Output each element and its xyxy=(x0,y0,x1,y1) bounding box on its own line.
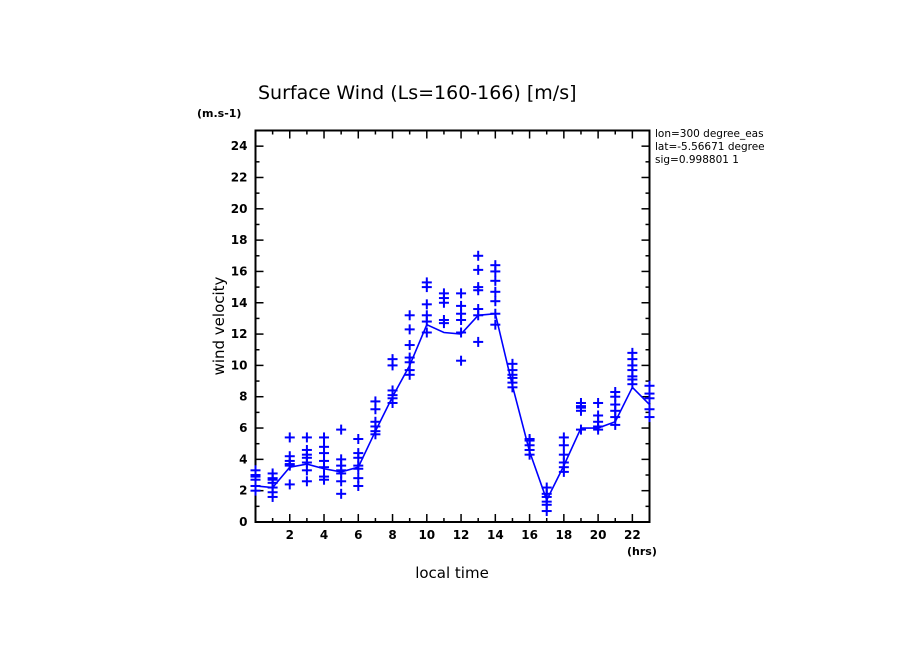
y-axis-label: wind velocity xyxy=(210,276,228,375)
data-point-marker xyxy=(490,319,501,330)
data-point-marker xyxy=(490,308,501,319)
y-tick-label: 2 xyxy=(239,484,247,498)
data-point-marker xyxy=(644,380,655,391)
data-point-marker xyxy=(301,432,312,443)
data-point-marker xyxy=(319,441,330,452)
data-point-marker xyxy=(507,358,518,369)
x-axis: 2 4 6 8 10 12 14 16 18 20 22 xyxy=(271,130,641,542)
y-tick-label: 24 xyxy=(231,139,248,153)
data-point-marker xyxy=(353,448,364,459)
data-point-marker xyxy=(456,355,467,366)
x-tick-label: 20 xyxy=(590,528,607,542)
x-tick-label: 4 xyxy=(320,528,328,542)
y-tick-label: 18 xyxy=(231,233,248,247)
info-line: lon=300 degree_eas xyxy=(655,128,764,140)
mean-line xyxy=(255,312,651,503)
x-axis-label: local time xyxy=(415,564,489,582)
info-line: lat=-5.56671 degree xyxy=(655,141,765,153)
data-point-marker xyxy=(404,340,415,351)
data-point-marker xyxy=(336,488,347,499)
x-tick-label: 12 xyxy=(453,528,470,542)
data-point-marker xyxy=(301,476,312,487)
data-point-marker xyxy=(370,416,381,427)
data-point-marker xyxy=(370,396,381,407)
data-point-marker xyxy=(541,482,552,493)
data-point-marker xyxy=(284,451,295,462)
data-point-marker xyxy=(456,300,467,311)
data-point-marker xyxy=(644,404,655,415)
data-point-marker xyxy=(404,310,415,321)
data-point-marker xyxy=(575,397,586,408)
y-tick-label: 10 xyxy=(231,358,248,372)
y-tick-label: 16 xyxy=(231,264,248,278)
data-point-marker xyxy=(284,479,295,490)
plot-frame xyxy=(254,129,651,523)
data-point-marker xyxy=(524,434,535,445)
data-point-marker xyxy=(404,352,415,363)
data-point-marker xyxy=(319,432,330,443)
x-tick-label: 6 xyxy=(354,528,362,542)
data-point-marker xyxy=(421,327,432,338)
data-point-marker xyxy=(490,275,501,286)
data-point-marker xyxy=(490,296,501,307)
data-point-marker xyxy=(284,432,295,443)
data-point-marker xyxy=(456,288,467,299)
data-point-marker xyxy=(353,434,364,445)
x-tick-label: 14 xyxy=(487,528,504,542)
y-tick-label: 20 xyxy=(231,202,248,216)
data-point-marker xyxy=(404,324,415,335)
data-point-marker xyxy=(438,288,449,299)
data-point-marker xyxy=(319,471,330,482)
x-tick-label: 8 xyxy=(388,528,396,542)
y-tick-label: 0 xyxy=(239,515,247,529)
data-point-marker xyxy=(353,473,364,484)
data-point-marker xyxy=(627,347,638,358)
data-point-marker xyxy=(267,468,278,479)
y-tick-label: 8 xyxy=(239,390,247,404)
x-tick-label: 22 xyxy=(624,528,641,542)
data-point-marker xyxy=(301,444,312,455)
data-point-marker xyxy=(387,354,398,365)
x-tick-label: 16 xyxy=(521,528,538,542)
data-point-marker xyxy=(421,310,432,321)
data-point-marker xyxy=(558,432,569,443)
x-tick-label: 18 xyxy=(555,528,572,542)
y-tick-label: 12 xyxy=(231,327,248,341)
data-point-marker xyxy=(421,277,432,288)
y-unit-label: (m.s-1) xyxy=(197,107,241,120)
data-point-marker xyxy=(558,449,569,460)
data-point-marker xyxy=(490,260,501,271)
x-tick-label: 2 xyxy=(286,528,294,542)
y-tick-label: 22 xyxy=(231,170,248,184)
data-point-marker xyxy=(456,327,467,338)
data-point-marker xyxy=(387,385,398,396)
info-line: sig=0.998801 1 xyxy=(655,154,739,166)
y-tick-label: 14 xyxy=(231,296,248,310)
data-point-marker xyxy=(250,465,261,476)
y-tick-label: 6 xyxy=(239,421,247,435)
x-unit-label: (hrs) xyxy=(627,545,657,558)
data-point-marker xyxy=(473,250,484,261)
data-point-marker xyxy=(575,424,586,435)
data-point-marker xyxy=(473,282,484,293)
data-point-marker xyxy=(473,336,484,347)
data-point-marker xyxy=(610,387,621,398)
chart-title: Surface Wind (Ls=160-166) [m/s] xyxy=(258,82,577,104)
data-point-marker xyxy=(473,264,484,275)
plot-area xyxy=(250,250,655,517)
data-point-marker xyxy=(593,410,604,421)
data-point-marker xyxy=(490,286,501,297)
data-point-marker xyxy=(473,304,484,315)
x-tick-label: 10 xyxy=(418,528,435,542)
data-point-marker xyxy=(421,299,432,310)
data-point-marker xyxy=(593,397,604,408)
data-point-marker xyxy=(336,454,347,465)
data-point-marker xyxy=(438,314,449,325)
data-point-marker xyxy=(336,424,347,435)
y-tick-label: 4 xyxy=(239,452,247,466)
